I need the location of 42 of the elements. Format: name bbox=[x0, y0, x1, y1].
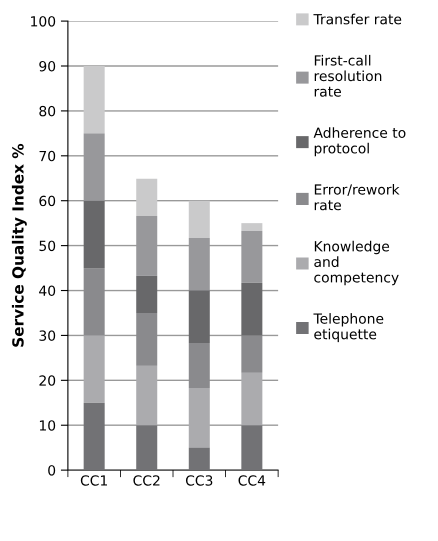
y-tick-label: 50 bbox=[39, 240, 56, 252]
y-tick-label: 80 bbox=[39, 106, 56, 116]
legend-label: First-call resolution rate bbox=[314, 54, 382, 97]
y-tick-label: 10 bbox=[40, 420, 56, 431]
x-tick-label: CC1 bbox=[80, 475, 108, 486]
bar bbox=[136, 312, 158, 366]
bar bbox=[188, 290, 210, 344]
legend-label: Telephone etiquette bbox=[313, 313, 384, 342]
bar bbox=[188, 388, 210, 448]
y-tick-label: 90 bbox=[39, 60, 56, 72]
bar bbox=[188, 200, 210, 238]
bar bbox=[241, 282, 262, 336]
bar bbox=[84, 200, 105, 268]
bar bbox=[84, 268, 105, 336]
bar bbox=[241, 335, 262, 373]
bar bbox=[188, 343, 210, 388]
bar bbox=[136, 366, 158, 426]
y-tick-label: 70 bbox=[40, 150, 56, 162]
legend-label: Error/rework rate bbox=[314, 184, 400, 210]
bar bbox=[188, 448, 210, 470]
bar bbox=[136, 178, 158, 216]
y-tick-label: 60 bbox=[39, 196, 56, 206]
legend-label: Adherence to protocol bbox=[314, 127, 406, 156]
bar bbox=[136, 425, 158, 470]
legend-label: Transfer rate bbox=[313, 14, 402, 24]
y-axis-title: Service Quality Index % bbox=[12, 144, 27, 347]
x-tick-label: CC2 bbox=[133, 475, 160, 486]
y-tick-label: 40 bbox=[39, 285, 56, 296]
bar bbox=[241, 425, 262, 470]
x-tick-label: CC3 bbox=[186, 475, 212, 486]
y-tick-label: 100 bbox=[31, 16, 56, 27]
bar bbox=[241, 372, 262, 426]
bar bbox=[84, 66, 105, 134]
x-tick-label: CC4 bbox=[238, 475, 266, 486]
bar bbox=[84, 335, 105, 403]
bar bbox=[84, 402, 105, 470]
y-tick-label: 30 bbox=[39, 330, 56, 341]
bar bbox=[136, 276, 158, 313]
bar bbox=[241, 223, 262, 231]
y-tick-label: 0 bbox=[48, 465, 56, 476]
legend-label: Knowledge and competency bbox=[314, 240, 399, 286]
y-tick-label: 20 bbox=[39, 375, 56, 386]
